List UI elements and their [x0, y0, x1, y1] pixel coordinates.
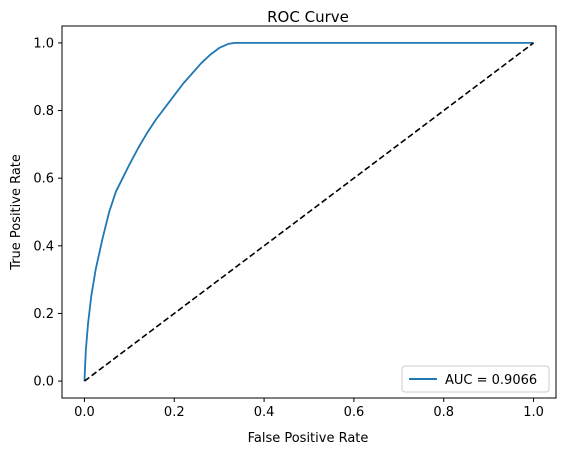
chance-line — [83, 42, 535, 382]
x-tick-label: 0.4 — [254, 405, 275, 420]
y-tick-label: 0.0 — [33, 375, 54, 390]
chart-title: ROC Curve — [267, 8, 349, 26]
x-axis-title: False Positive Rate — [248, 431, 369, 446]
y-tick-label: 1.0 — [33, 36, 54, 51]
y-axis-ticks: 0.0 0.2 0.4 0.6 0.8 1.0 — [33, 36, 62, 390]
roc-curve-line — [83, 42, 534, 382]
x-tick-label: 0.2 — [164, 405, 185, 420]
x-axis-ticks: 0.0 0.2 0.4 0.6 0.8 1.0 — [74, 398, 544, 420]
series-layer — [83, 42, 535, 382]
plot-frame — [61, 25, 557, 399]
legend-label: AUC = 0.9066 — [445, 373, 537, 388]
x-tick-label: 0.0 — [74, 405, 95, 420]
x-tick-label: 1.0 — [523, 405, 544, 420]
y-tick-label: 0.8 — [33, 104, 54, 119]
x-tick-label: 0.8 — [433, 405, 454, 420]
y-tick-label: 0.6 — [33, 172, 54, 187]
y-tick-label: 0.4 — [33, 239, 54, 254]
y-axis-title: True Positive Rate — [9, 154, 24, 271]
y-tick-label: 0.2 — [33, 307, 54, 322]
legend: AUC = 0.9066 — [401, 365, 550, 393]
x-tick-label: 0.6 — [344, 405, 365, 420]
legend-box — [401, 365, 550, 393]
